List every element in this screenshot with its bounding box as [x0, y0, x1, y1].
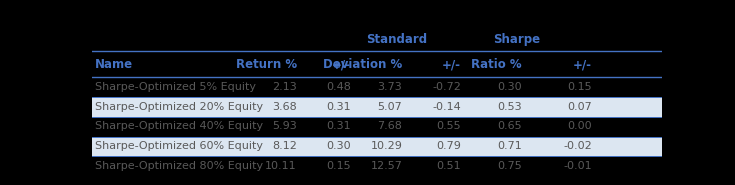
Text: 0.51: 0.51 — [437, 161, 461, 171]
Text: 2.13: 2.13 — [272, 82, 297, 92]
Text: +/-: +/- — [442, 58, 461, 71]
Text: 10.29: 10.29 — [370, 141, 402, 151]
Text: 0.48: 0.48 — [326, 82, 351, 92]
Text: Standard: Standard — [366, 33, 427, 46]
Text: Sharpe-Optimized 40% Equity: Sharpe-Optimized 40% Equity — [95, 121, 263, 131]
Text: Name: Name — [95, 58, 133, 71]
Text: 0.31: 0.31 — [326, 102, 351, 112]
Text: 0.07: 0.07 — [567, 102, 592, 112]
Text: Sharpe-Optimized 80% Equity: Sharpe-Optimized 80% Equity — [95, 161, 263, 171]
Text: -0.72: -0.72 — [432, 82, 461, 92]
Text: Sharpe: Sharpe — [492, 33, 539, 46]
Text: 0.15: 0.15 — [326, 161, 351, 171]
Text: 0.75: 0.75 — [497, 161, 522, 171]
Text: Sharpe-Optimized 5% Equity: Sharpe-Optimized 5% Equity — [95, 82, 256, 92]
Text: 0.71: 0.71 — [497, 141, 522, 151]
Text: 0.15: 0.15 — [567, 82, 592, 92]
Text: 0.31: 0.31 — [326, 121, 351, 131]
Text: Ratio %: Ratio % — [471, 58, 522, 71]
Text: 3.68: 3.68 — [272, 102, 297, 112]
Text: -0.01: -0.01 — [564, 161, 592, 171]
Text: 7.68: 7.68 — [378, 121, 402, 131]
Text: 5.07: 5.07 — [378, 102, 402, 112]
Text: Sharpe-Optimized 20% Equity: Sharpe-Optimized 20% Equity — [95, 102, 263, 112]
Bar — [92, 97, 662, 117]
Text: +/-: +/- — [332, 58, 351, 71]
Text: 0.00: 0.00 — [567, 121, 592, 131]
Text: 0.30: 0.30 — [326, 141, 351, 151]
Text: Sharpe-Optimized 60% Equity: Sharpe-Optimized 60% Equity — [95, 141, 262, 151]
Text: 8.12: 8.12 — [272, 141, 297, 151]
Text: -0.02: -0.02 — [563, 141, 592, 151]
Text: Return %: Return % — [236, 58, 297, 71]
Text: 0.79: 0.79 — [436, 141, 461, 151]
Text: +/-: +/- — [573, 58, 592, 71]
Text: 0.55: 0.55 — [437, 121, 461, 131]
Text: 5.93: 5.93 — [272, 121, 297, 131]
Text: 0.65: 0.65 — [498, 121, 522, 131]
Text: 10.11: 10.11 — [265, 161, 297, 171]
Text: Deviation %: Deviation % — [323, 58, 402, 71]
Text: -0.14: -0.14 — [432, 102, 461, 112]
Text: 0.30: 0.30 — [498, 82, 522, 92]
Text: 3.73: 3.73 — [378, 82, 402, 92]
Bar — [92, 137, 662, 156]
Text: 12.57: 12.57 — [370, 161, 402, 171]
Text: 0.53: 0.53 — [498, 102, 522, 112]
